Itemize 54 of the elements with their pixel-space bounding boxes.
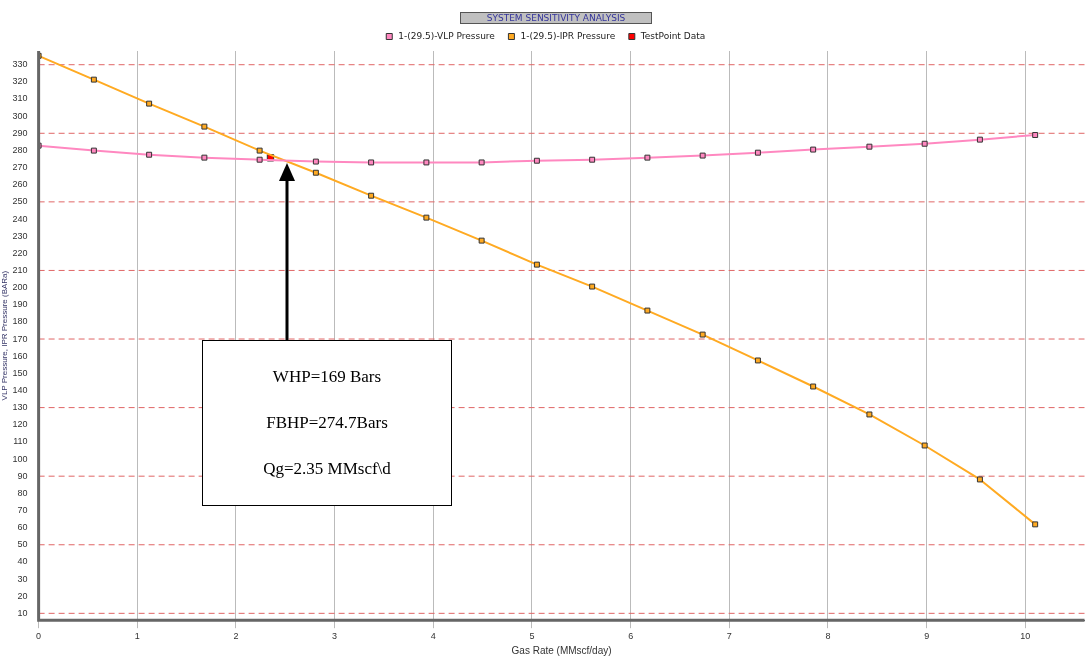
y-tick-label: 100: [12, 453, 28, 464]
x-tick-label: 0: [36, 631, 42, 642]
y-tick-label: 260: [12, 179, 28, 190]
annotation: Qg=2.35 MMscf\d: [262, 459, 392, 479]
y-tick-label: 60: [17, 522, 28, 533]
annotation: FBHP=274.7Bars: [265, 413, 389, 433]
y-tick-label: 250: [12, 196, 28, 207]
y-tick-label: 320: [12, 76, 28, 87]
x-axis-title: Gas Rate (MMscf/day): [511, 644, 612, 656]
y-tick-label: 270: [12, 162, 28, 173]
y-tick-label: 70: [17, 504, 28, 515]
y-tick-label: 110: [13, 436, 28, 447]
y-tick-label: 200: [12, 282, 28, 293]
chart-title: SYSTEM SENSITIVITY ANALYSIS: [460, 12, 652, 24]
y-tick-label: 120: [12, 419, 28, 430]
y-tick-label: 280: [12, 144, 28, 155]
x-tick-label: 9: [924, 631, 930, 642]
y-tick-label: 40: [17, 556, 28, 567]
y-tick-label: 170: [12, 333, 28, 344]
y-tick-label: 210: [12, 264, 28, 275]
y-tick-label: 190: [12, 299, 28, 310]
text-box: WHP=169 Bars FBHP=274.7Bars Qg=2.35 MMscf\d: [202, 340, 452, 506]
legend-label: 1-(29.5)-VLP Pressure: [398, 30, 496, 41]
y-tick-label: 300: [12, 110, 28, 121]
x-tick-label: 3: [332, 631, 338, 642]
y-tick-label: 220: [12, 247, 28, 258]
legend-label: TestPoint Data: [639, 30, 706, 41]
x-tick-label: 1: [134, 631, 140, 642]
y-tick-label: 240: [12, 213, 28, 224]
x-tick-label: 4: [430, 631, 436, 642]
y-tick-label: 10: [17, 607, 28, 618]
legend-label: 1-(29.5)-IPR Pressure: [520, 30, 616, 41]
y-tick-label: 310: [12, 93, 28, 104]
x-tick-label: 2: [233, 631, 239, 642]
y-tick-label: 230: [12, 230, 28, 241]
y-tick-label: 50: [17, 539, 28, 550]
y-tick-label: 180: [12, 316, 28, 327]
y-tick-label: 130: [12, 402, 28, 413]
y-tick-label: 150: [12, 367, 28, 378]
x-tick-label: 8: [825, 631, 831, 642]
y-tick-label: 160: [12, 350, 28, 361]
y-tick-label: 90: [17, 470, 28, 481]
y-tick-label: 30: [17, 573, 28, 584]
y-axis-title: VLP Pressure, IPR Pressure (BARa): [0, 270, 9, 401]
y-tick-label: 330: [12, 59, 28, 70]
annotation: WHP=169 Bars: [271, 367, 383, 387]
x-tick-label: 5: [529, 631, 535, 642]
y-tick-label: 20: [17, 590, 28, 601]
y-tick-label: 140: [12, 384, 28, 395]
x-tick-label: 10: [1020, 631, 1031, 642]
y-tick-label: 290: [12, 127, 28, 138]
x-tick-label: 7: [726, 631, 732, 642]
x-tick-label: 6: [628, 631, 634, 642]
y-tick-label: 80: [17, 487, 28, 498]
